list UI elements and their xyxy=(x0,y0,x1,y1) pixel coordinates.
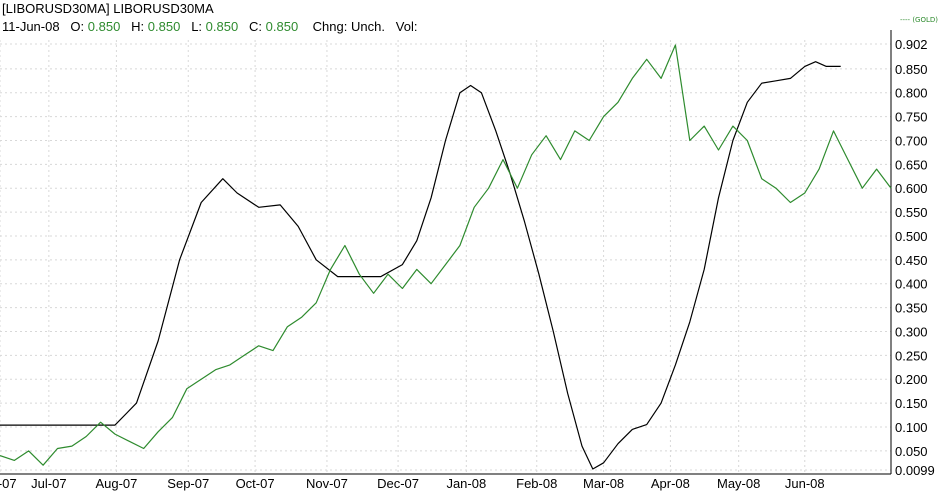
x-tick-label: Oct-07 xyxy=(236,476,275,491)
y-tick-label: 0.700 xyxy=(895,133,928,148)
readout-date: 11-Jun-08 xyxy=(2,19,60,34)
y-tick-label: 0.400 xyxy=(895,277,928,292)
y-tick-label: 0.450 xyxy=(895,253,928,268)
x-tick-label: May-08 xyxy=(717,476,760,491)
y-tick-label: 0.850 xyxy=(895,62,928,77)
open-label: O: xyxy=(70,19,85,34)
x-tick-label: Jun-08 xyxy=(785,476,825,491)
y-tick-label: 0.150 xyxy=(895,396,928,411)
high-label: H: xyxy=(131,19,145,34)
change-text: Chng: Unch. xyxy=(312,19,385,34)
legend-gold: ---- (GOLD) xyxy=(899,16,938,24)
y-tick-label: 0.650 xyxy=(895,157,928,172)
y-tick-label: 0.550 xyxy=(895,205,928,220)
y-tick-label: 0.050 xyxy=(895,444,928,459)
y-tick-label: 0.200 xyxy=(895,372,928,387)
x-tick-label: Jul-07 xyxy=(31,476,66,491)
x-tick-label: Sep-07 xyxy=(167,476,209,491)
high-value: 0.850 xyxy=(147,19,181,34)
y-tick-label: 0.300 xyxy=(895,324,928,339)
y-tick-label: 0.800 xyxy=(895,86,928,101)
chart-title: [LIBORUSD30MA] LIBORUSD30MA xyxy=(2,1,214,17)
x-tick-label: Aug-07 xyxy=(95,476,137,491)
y-tick-label: 0.0099 xyxy=(895,463,935,478)
y-tick-label: 0.350 xyxy=(895,301,928,316)
x-tick-label: Feb-08 xyxy=(516,476,557,491)
volume-label: Vol: xyxy=(395,19,418,34)
open-value: 0.850 xyxy=(87,19,121,34)
y-tick-label: 0.902 xyxy=(895,37,928,52)
symbol-title: [LIBORUSD30MA] LIBORUSD30MA xyxy=(2,1,214,16)
close-value: 0.850 xyxy=(265,19,299,34)
gold-series-line xyxy=(0,44,892,466)
low-value: 0.850 xyxy=(205,19,239,34)
y-tick-label: 0.600 xyxy=(895,181,928,196)
x-tick-label: Mar-08 xyxy=(583,476,624,491)
primary-series-line xyxy=(0,61,841,470)
x-tick-label: Jan-08 xyxy=(446,476,486,491)
y-tick-label: 0.100 xyxy=(895,420,928,435)
x-tick-label: Nov-07 xyxy=(306,476,348,491)
y-tick-label: 0.250 xyxy=(895,348,928,363)
low-label: L: xyxy=(191,19,203,34)
ohlc-readout: 11-Jun-08 O: 0.850 H: 0.850 L: 0.850 C: … xyxy=(2,19,417,35)
y-tick-label: 0.750 xyxy=(895,110,928,125)
x-tick-label: Dec-07 xyxy=(377,476,419,491)
x-tick-label: Apr-08 xyxy=(651,476,690,491)
close-label: C: xyxy=(249,19,263,34)
y-tick-label: 0.500 xyxy=(895,229,928,244)
x-tick-label: un-07 xyxy=(0,476,17,491)
